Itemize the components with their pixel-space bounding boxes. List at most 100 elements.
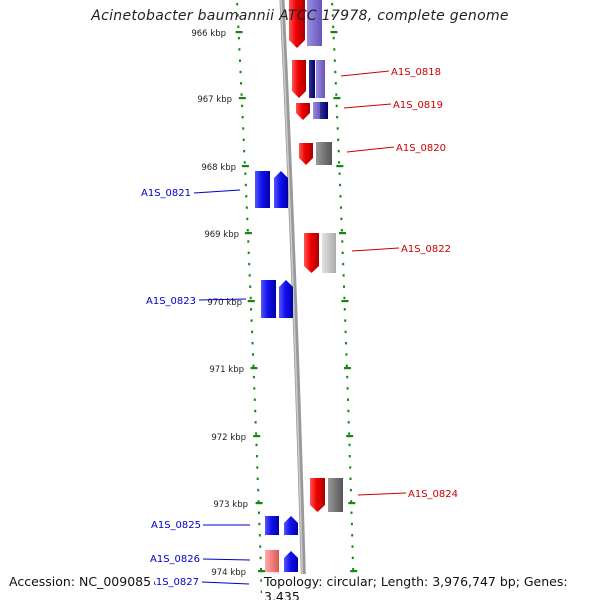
leader-line-A1S_0818 bbox=[340, 70, 390, 77]
axis-dot bbox=[340, 229, 343, 232]
leader-line-A1S_0820 bbox=[346, 146, 395, 153]
axis-dot bbox=[236, 14, 239, 17]
axis-dot bbox=[249, 296, 252, 300]
gene-feature-A1S_0820[interactable] bbox=[299, 143, 313, 165]
axis-dot bbox=[344, 330, 347, 334]
axis-dot bbox=[343, 308, 346, 311]
axis-dot bbox=[255, 443, 258, 447]
axis-dot bbox=[349, 466, 352, 469]
axis-dot bbox=[243, 161, 246, 164]
axis-dot bbox=[351, 556, 354, 560]
gene-label-A1S_0826[interactable]: A1S_0826 bbox=[150, 554, 200, 565]
axis-dot bbox=[258, 534, 261, 537]
axis-dot bbox=[340, 217, 343, 221]
axis-dot bbox=[254, 409, 257, 413]
gene-feature-A1S_0825-b[interactable] bbox=[284, 516, 298, 535]
gene-product-A1S_0818 bbox=[309, 60, 315, 98]
axis-dot bbox=[244, 183, 247, 187]
genome-backbone-highlight bbox=[280, 0, 304, 600]
axis-dot bbox=[251, 342, 254, 345]
axis-dot bbox=[255, 455, 258, 458]
gene-feature-A1S_0819[interactable] bbox=[296, 103, 310, 120]
axis-dot bbox=[340, 206, 342, 209]
tick-label: 971 kbp bbox=[209, 365, 244, 375]
genome-backbone bbox=[279, 0, 307, 600]
axis-dot bbox=[260, 590, 263, 593]
gene-feature-A1S_0821[interactable] bbox=[255, 171, 270, 208]
axis-dot bbox=[343, 285, 345, 288]
axis-dot bbox=[246, 229, 249, 232]
axis-dot bbox=[248, 262, 251, 266]
gene-label-A1S_0823[interactable]: A1S_0823 bbox=[146, 296, 196, 307]
gene-product-A1S_0819 bbox=[313, 102, 320, 119]
axis-dot bbox=[242, 138, 245, 141]
axis-dot bbox=[333, 59, 336, 62]
genome-summary-text: Topology: circular; Length: 3,976,747 bp… bbox=[262, 574, 600, 600]
axis-dot bbox=[240, 93, 243, 96]
axis-dot bbox=[241, 104, 244, 108]
gene-feature-A1S_0821-b[interactable] bbox=[274, 171, 288, 208]
gene-label-A1S_0825[interactable]: A1S_0825 bbox=[151, 520, 201, 531]
gene-feature-A1S_0824[interactable] bbox=[310, 478, 325, 512]
gene-feature-A1S_0826-b[interactable] bbox=[284, 551, 298, 572]
gene-features bbox=[255, 0, 343, 600]
axis-dot bbox=[258, 511, 260, 514]
axis-tick-left bbox=[253, 435, 261, 438]
leader-line-A1S_0827 bbox=[201, 581, 250, 585]
axis-dot bbox=[331, 3, 334, 6]
axis-dot bbox=[257, 488, 260, 492]
gene-label-A1S_0822[interactable]: A1S_0822 bbox=[401, 244, 451, 255]
axis-tick-right bbox=[350, 570, 358, 573]
axis-dot bbox=[333, 48, 336, 51]
leader-line-A1S_0819 bbox=[343, 103, 392, 109]
axis-dot bbox=[255, 432, 258, 435]
gene-feature-A1S_0823[interactable] bbox=[261, 280, 276, 318]
gene-label-A1S_0821[interactable]: A1S_0821 bbox=[141, 188, 191, 199]
axis-dot bbox=[237, 36, 240, 40]
tick-label: 969 kbp bbox=[204, 230, 239, 240]
axis-dot bbox=[350, 500, 353, 503]
gene-feature-A1S_0822[interactable] bbox=[304, 233, 319, 273]
gene-feature-A1S_0823-b[interactable] bbox=[279, 280, 293, 318]
tick-label: 967 kbp bbox=[197, 95, 232, 105]
axis-dot bbox=[237, 25, 240, 28]
axis-dot bbox=[341, 240, 344, 243]
axis-tick-right bbox=[341, 300, 349, 303]
gene-label-A1S_0827[interactable]: A1S_0827 bbox=[149, 577, 199, 588]
axis-dot bbox=[244, 172, 247, 175]
gene-feature-A1S_0826[interactable] bbox=[265, 550, 279, 572]
gene-label-A1S_0818[interactable]: A1S_0818 bbox=[391, 67, 441, 78]
axis-dot bbox=[345, 353, 348, 356]
axis-dot bbox=[334, 70, 337, 74]
axis-dot bbox=[241, 116, 244, 119]
gene-feature-A1S_0817[interactable] bbox=[289, 0, 305, 48]
gene-label-A1S_0824[interactable]: A1S_0824 bbox=[408, 489, 458, 500]
axis-dot bbox=[252, 364, 255, 367]
gene-feature-A1S_0825[interactable] bbox=[265, 516, 279, 535]
axis-dot bbox=[238, 48, 241, 51]
gene-product-A1S_0824 bbox=[328, 478, 343, 512]
axis-dot bbox=[259, 556, 262, 560]
axis-dot bbox=[335, 104, 338, 108]
axis-dot bbox=[339, 183, 342, 187]
axis-dot bbox=[259, 545, 262, 548]
gene-feature-A1S_0818[interactable] bbox=[292, 60, 306, 98]
axis-dot bbox=[250, 308, 253, 311]
axis-dot bbox=[242, 127, 245, 130]
axis-dot bbox=[337, 149, 340, 153]
gene-product-A1S_0822 bbox=[322, 233, 336, 273]
axis-dot bbox=[260, 579, 263, 582]
axis-tick-right bbox=[330, 31, 338, 34]
gene-label-A1S_0820[interactable]: A1S_0820 bbox=[396, 143, 446, 154]
axis-dot bbox=[344, 319, 347, 322]
axis-dot bbox=[347, 421, 350, 424]
axis-dot bbox=[337, 138, 340, 141]
axis-dot bbox=[245, 206, 248, 209]
gene-label-A1S_0819[interactable]: A1S_0819 bbox=[393, 100, 443, 111]
axis-tick-right bbox=[336, 165, 344, 168]
axis-dot bbox=[347, 409, 350, 413]
axis-dot bbox=[253, 398, 256, 401]
axis-dot bbox=[331, 14, 334, 17]
accession-text: Accession: NC_009085 bbox=[9, 574, 155, 589]
